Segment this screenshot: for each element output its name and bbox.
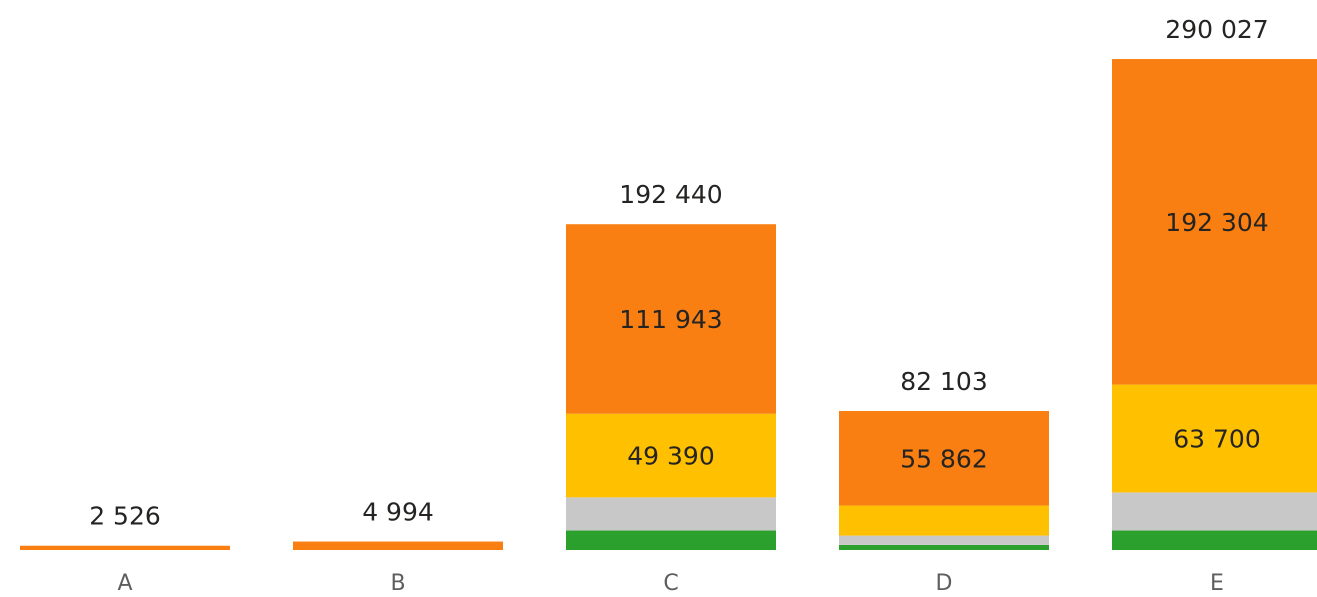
bar-segment-E-2 — [1112, 384, 1317, 493]
bar-segment-B-3 — [293, 541, 503, 550]
total-label-E: 290 027 — [1165, 15, 1268, 44]
category-label-D: D — [936, 571, 953, 596]
total-label-A: 2 526 — [89, 502, 161, 531]
category-label-C: C — [663, 571, 678, 596]
total-label-B: 4 994 — [362, 498, 434, 527]
bar-segment-D-3 — [839, 411, 1049, 506]
bar-segment-C-3 — [566, 224, 776, 414]
bar-segment-E-0 — [1112, 530, 1317, 550]
bars-layer — [20, 59, 1317, 550]
bar-segment-C-1 — [566, 497, 776, 531]
segment-label-D-3: 55 862 — [900, 444, 987, 473]
category-label-A: A — [117, 571, 132, 596]
labels-layer: 2 526 A 4 994 B 49 390 111 943 192 440 C 55 862 8… — [89, 15, 1268, 596]
segment-label-C-3: 111 943 — [619, 305, 722, 334]
segment-label-C-2: 49 390 — [627, 442, 714, 471]
bar-segment-D-1 — [839, 535, 1049, 545]
category-label-B: B — [390, 571, 405, 596]
bar-segment-C-0 — [566, 530, 776, 550]
category-label-E: E — [1210, 571, 1224, 596]
segment-label-E-3: 192 304 — [1165, 208, 1268, 237]
bar-segment-C-2 — [566, 413, 776, 498]
bar-segment-E-1 — [1112, 492, 1317, 531]
segment-label-E-2: 63 700 — [1173, 425, 1260, 454]
bar-segment-A-3 — [20, 545, 230, 550]
bar-segment-D-2 — [839, 505, 1049, 536]
total-label-C: 192 440 — [619, 180, 722, 209]
bar-segment-E-3 — [1112, 59, 1317, 385]
bar-segment-D-0 — [839, 544, 1049, 550]
total-label-D: 82 103 — [900, 367, 987, 396]
